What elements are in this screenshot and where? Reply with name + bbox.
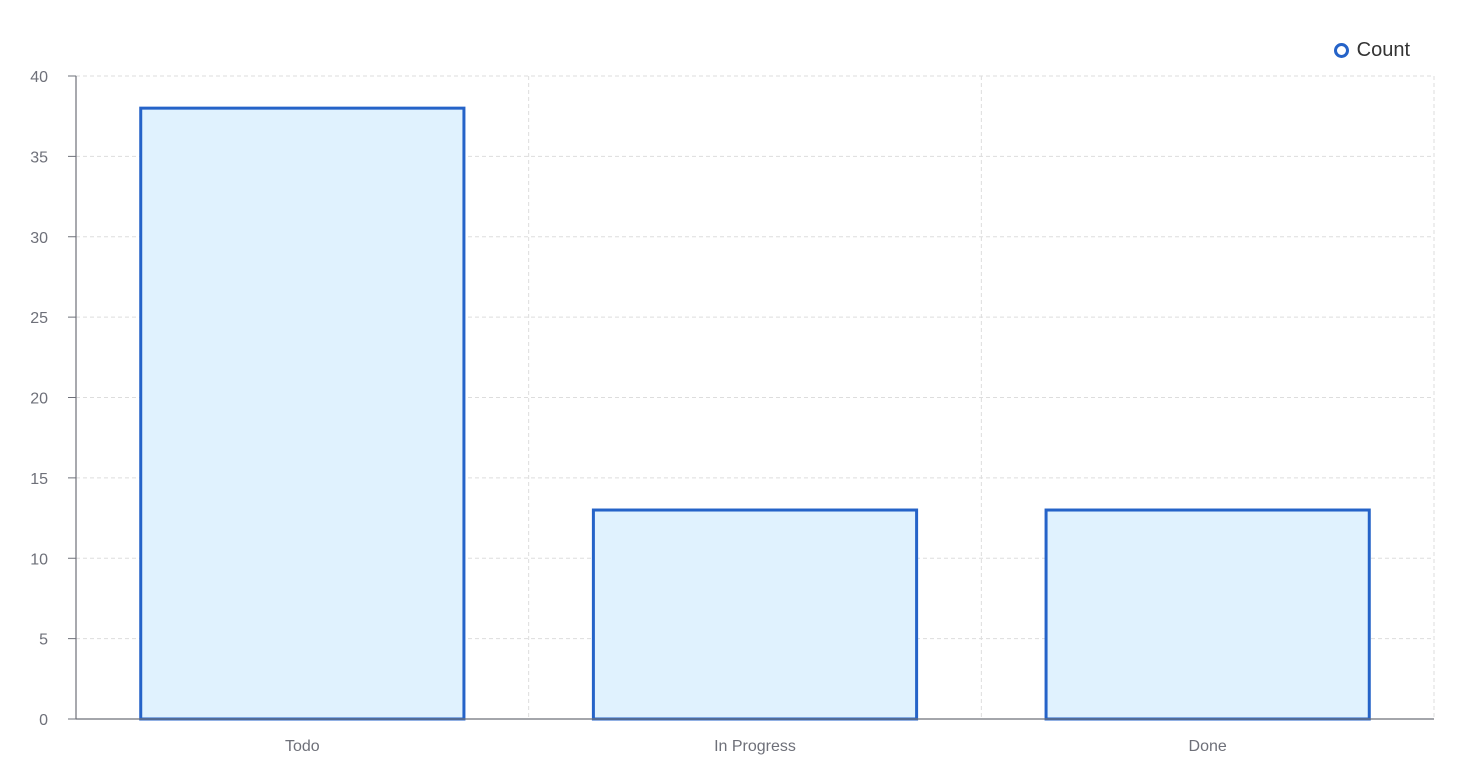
chart-legend[interactable]: Count bbox=[1333, 37, 1410, 63]
legend-label-count: Count bbox=[1356, 39, 1410, 61]
y-tick-label: 5 bbox=[39, 632, 48, 649]
labels-layer: 0 5 10 15 20 25 30 35 40 Todo In Progress Done bbox=[30, 69, 1227, 755]
y-tick-label: 10 bbox=[30, 551, 48, 568]
bar-in-progress[interactable] bbox=[591, 508, 919, 721]
bar-todo[interactable] bbox=[139, 106, 466, 721]
y-tick-label: 30 bbox=[30, 230, 48, 247]
x-tick-label: Done bbox=[1189, 738, 1227, 755]
x-tick-label: In Progress bbox=[714, 738, 796, 755]
y-tick-label: 40 bbox=[30, 69, 48, 86]
y-tick-label: 15 bbox=[30, 471, 48, 488]
y-tick-label: 25 bbox=[30, 310, 48, 327]
circle-outline-icon bbox=[1333, 42, 1349, 58]
y-tick-label: 0 bbox=[39, 712, 48, 729]
bars-layer bbox=[139, 106, 1371, 721]
bar-done[interactable] bbox=[1044, 508, 1371, 721]
y-tick-label: 20 bbox=[30, 391, 48, 408]
axis-layer bbox=[68, 75, 1434, 720]
y-tick-label: 35 bbox=[30, 149, 48, 166]
x-tick-label: Todo bbox=[285, 738, 320, 755]
